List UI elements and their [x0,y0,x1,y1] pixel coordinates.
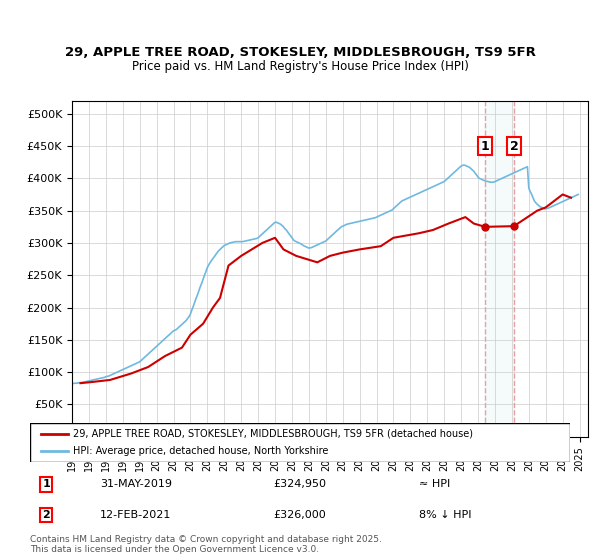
Text: £326,000: £326,000 [273,510,326,520]
Text: Contains HM Land Registry data © Crown copyright and database right 2025.
This d: Contains HM Land Registry data © Crown c… [30,535,382,554]
Text: 31-MAY-2019: 31-MAY-2019 [100,479,172,489]
Text: Price paid vs. HM Land Registry's House Price Index (HPI): Price paid vs. HM Land Registry's House … [131,60,469,73]
Text: 2: 2 [509,139,518,152]
Text: 29, APPLE TREE ROAD, STOKESLEY, MIDDLESBROUGH, TS9 5FR (detached house): 29, APPLE TREE ROAD, STOKESLEY, MIDDLESB… [73,429,473,439]
Text: 1: 1 [43,479,50,489]
FancyBboxPatch shape [30,423,570,462]
Text: HPI: Average price, detached house, North Yorkshire: HPI: Average price, detached house, Nort… [73,446,329,456]
Bar [485,101,514,437]
Text: 12-FEB-2021: 12-FEB-2021 [100,510,172,520]
Text: 8% ↓ HPI: 8% ↓ HPI [419,510,472,520]
Text: 2: 2 [43,510,50,520]
Text: 29, APPLE TREE ROAD, STOKESLEY, MIDDLESBROUGH, TS9 5FR: 29, APPLE TREE ROAD, STOKESLEY, MIDDLESB… [65,46,535,59]
Text: 1: 1 [481,139,490,152]
Text: £324,950: £324,950 [273,479,326,489]
Text: ≈ HPI: ≈ HPI [419,479,450,489]
